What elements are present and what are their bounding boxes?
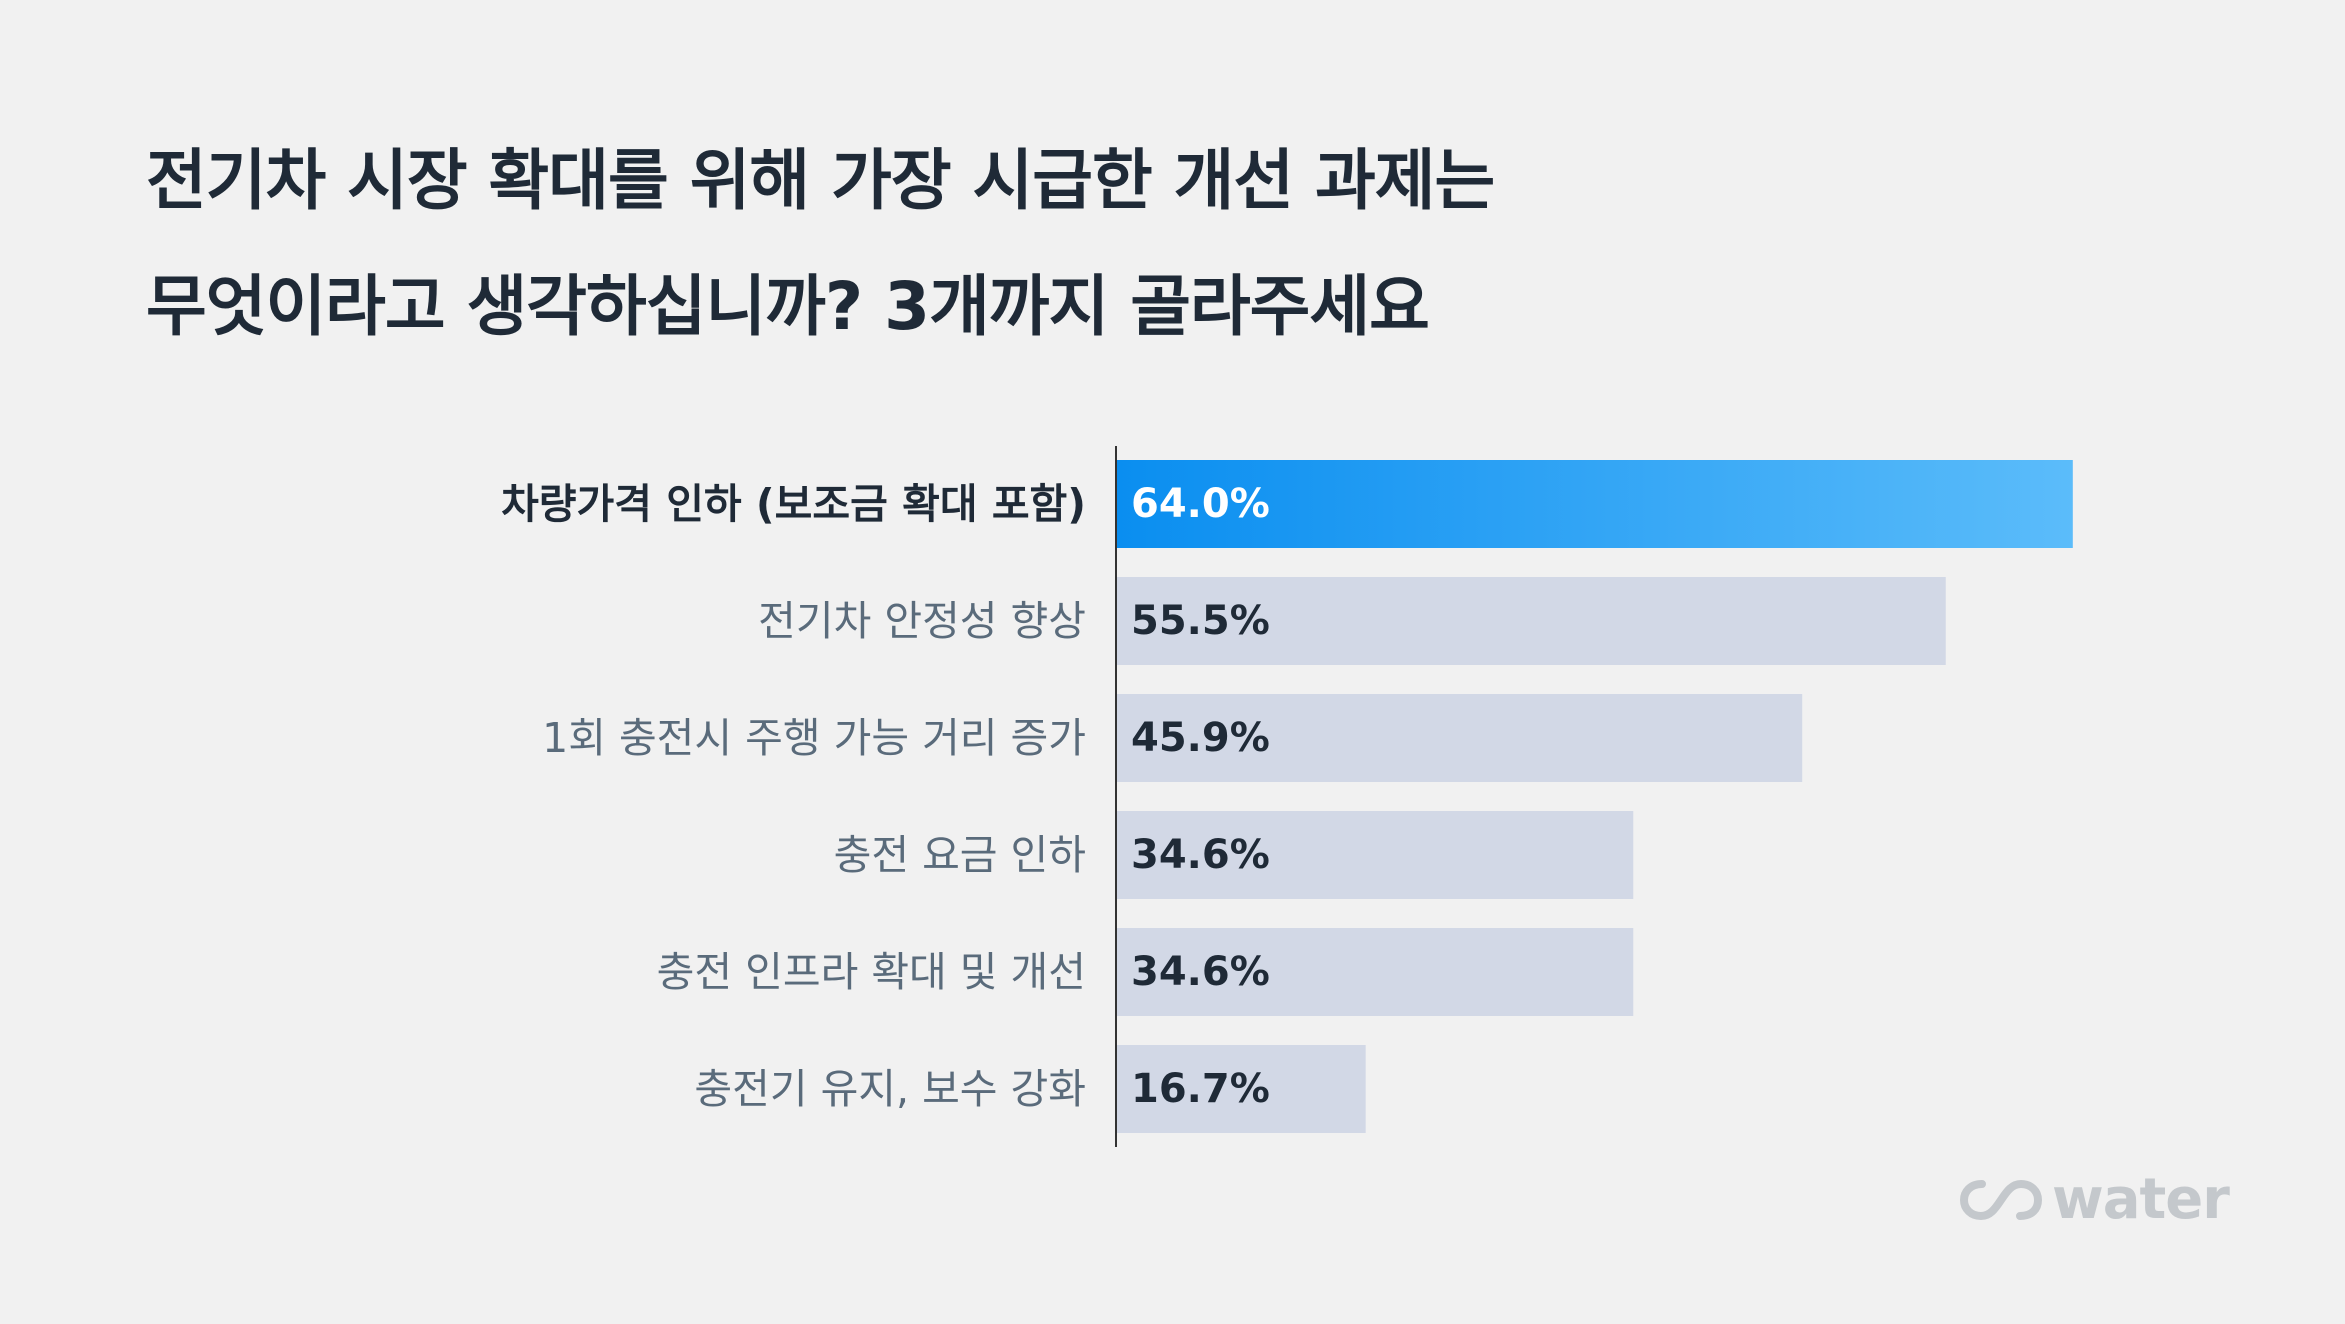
bar-1 xyxy=(1116,460,2073,548)
title-line-2: 무엇이라고 생각하십니까? 3개까지 골라주세요 xyxy=(146,268,1430,345)
title-line-1: 전기차 시장 확대를 위해 가장 시급한 개선 과제는 xyxy=(146,142,1495,219)
brand-logo-text: water xyxy=(2052,1167,2230,1232)
category-label-4: 충전 요금 인하 xyxy=(834,831,1086,879)
value-label-6: 16.7% xyxy=(1131,1066,1270,1112)
value-label-1: 64.0% xyxy=(1131,481,1270,527)
value-label-2: 55.5% xyxy=(1131,598,1270,644)
category-label-6: 충전기 유지, 보수 강화 xyxy=(694,1065,1086,1113)
infinity-loop-icon xyxy=(1960,1179,2042,1221)
bar-3 xyxy=(1116,694,1803,782)
category-label-1: 차량가격 인하 (보조금 확대 포함) xyxy=(501,480,1086,528)
page-title: 전기차 시장 확대를 위해 가장 시급한 개선 과제는 무엇이라고 생각하십니까… xyxy=(146,118,1846,370)
category-label-5: 충전 인프라 확대 및 개선 xyxy=(657,948,1086,996)
brand-logo: water xyxy=(1960,1167,2230,1232)
value-label-3: 45.9% xyxy=(1131,715,1270,761)
bar-2 xyxy=(1116,577,1946,665)
labels-layer: 64.0% 차량가격 인하 (보조금 확대 포함) 55.5% 전기차 안정성 향상 4… xyxy=(501,480,1270,1113)
category-label-2: 전기차 안정성 향상 xyxy=(758,597,1086,645)
value-label-5: 34.6% xyxy=(1131,949,1270,995)
bar-6 xyxy=(1116,1045,1366,1133)
category-label-3: 1회 충전시 주행 가능 거리 증가 xyxy=(542,714,1086,762)
bar-5 xyxy=(1116,928,1634,1016)
bar-4 xyxy=(1116,811,1634,899)
bars-layer xyxy=(1116,460,2073,1133)
value-label-4: 34.6% xyxy=(1131,832,1270,878)
